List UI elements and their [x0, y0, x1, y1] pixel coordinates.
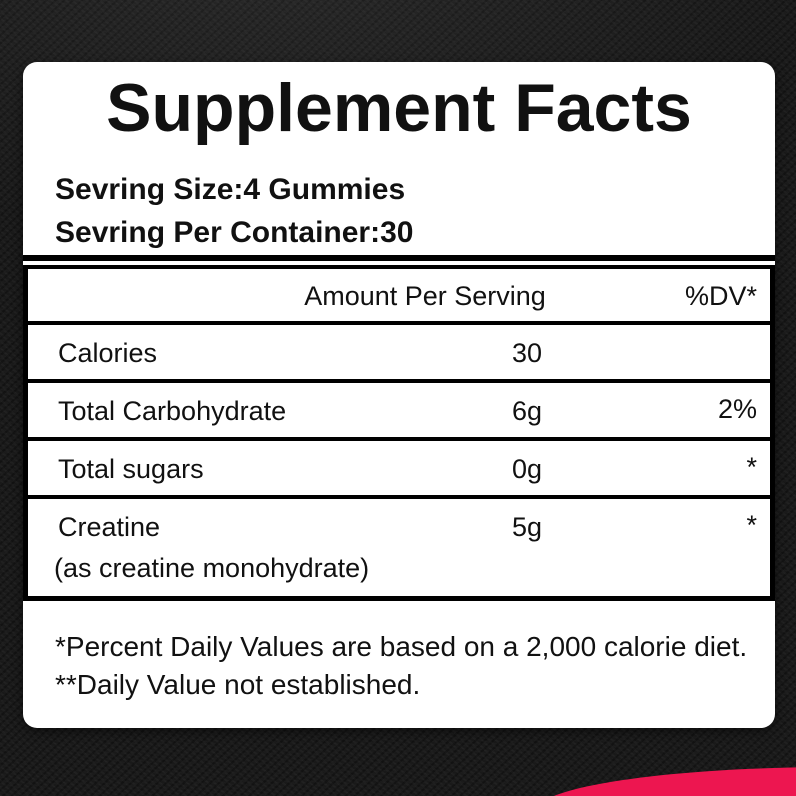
table-row-creatine: Creatine (as creatine monohydrate) 5g *: [28, 495, 770, 601]
facts-table: Amount Per Serving %DV* Calories 30 Tota…: [23, 255, 775, 601]
table-row-total-carbohydrate: Total Carbohydrate 6g 2%: [28, 379, 770, 437]
row-sublabel: (as creatine monohydrate): [54, 553, 370, 583]
footnote-percent-dv: *Percent Daily Values are based on a 2,0…: [55, 631, 748, 662]
row-amount: 5g: [511, 512, 543, 542]
table-body: Amount Per Serving %DV* Calories 30 Tota…: [23, 265, 775, 601]
serving-size-text: Sevring Size:4 Gummies: [55, 173, 406, 206]
supplement-facts-panel: Supplement Facts Sevring Size:4 Gummies …: [23, 62, 775, 728]
row-amount: 6g: [511, 396, 543, 426]
pink-accent-arc: [536, 767, 796, 796]
row-label: Total sugars: [58, 454, 204, 484]
row-amount: 30: [511, 338, 543, 368]
table-row-total-sugars: Total sugars 0g *: [28, 437, 770, 495]
footnotes: *Percent Daily Values are based on a 2,0…: [55, 628, 747, 704]
row-dv: *: [746, 510, 757, 540]
row-label: Calories: [58, 338, 158, 368]
row-dv: 2%: [717, 394, 757, 424]
table-row-calories: Calories 30: [28, 321, 770, 379]
footnote-dv-not-established: **Daily Value not established.: [55, 669, 421, 700]
panel-title: Supplement Facts: [106, 70, 692, 146]
table-header-row: Amount Per Serving %DV*: [28, 265, 770, 321]
header-dv: %DV*: [684, 281, 757, 311]
row-amount: 0g: [511, 454, 543, 484]
row-dv: *: [746, 452, 757, 482]
serving-info: Sevring Size:4 Gummies Sevring Per Conta…: [55, 168, 413, 254]
servings-per-container-text: Sevring Per Container:30: [55, 216, 414, 249]
table-top-rule: [23, 255, 775, 261]
row-label: Creatine: [58, 512, 161, 542]
row-label: Total Carbohydrate: [58, 396, 287, 426]
header-amount-per-serving: Amount Per Serving: [304, 281, 546, 311]
